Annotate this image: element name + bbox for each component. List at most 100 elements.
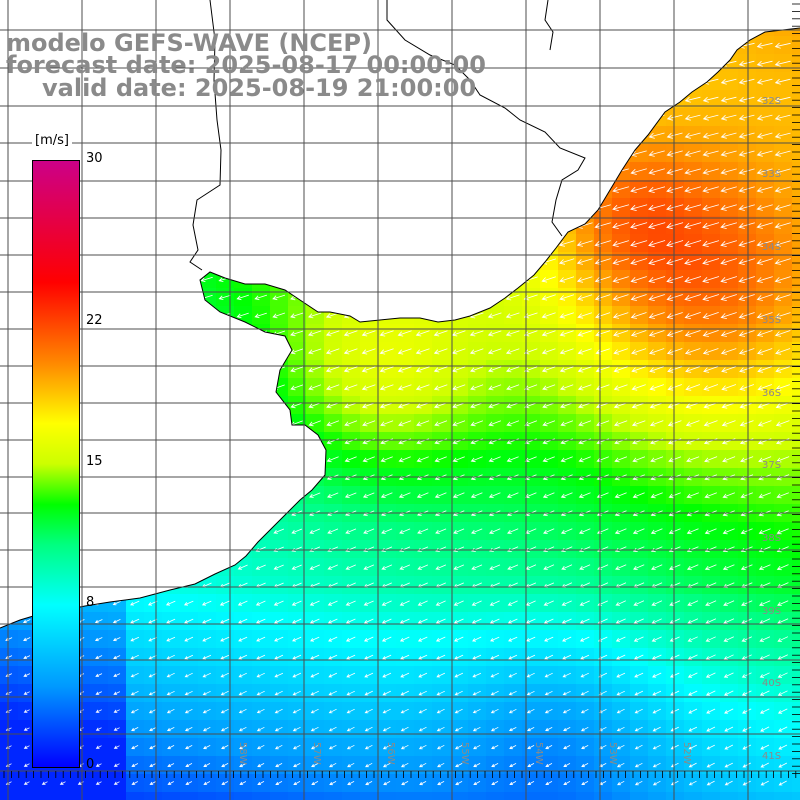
speed-cell — [648, 28, 667, 37]
wind-arrow — [221, 745, 229, 750]
wind-arrow — [738, 168, 755, 175]
wind-arrow — [451, 258, 466, 265]
wind-arrow — [167, 781, 174, 785]
wind-arrow — [254, 366, 267, 373]
wind-arrow — [146, 222, 159, 228]
wind-arrow — [346, 672, 356, 678]
speed-cell — [414, 180, 433, 199]
speed-cell — [18, 792, 37, 800]
wind-arrow — [379, 186, 394, 193]
speed-cell — [486, 126, 505, 145]
speed-cell — [126, 576, 145, 595]
speed-cell — [378, 162, 397, 181]
speed-cell — [108, 306, 127, 325]
speed-cell — [144, 108, 163, 127]
wind-arrow — [290, 276, 304, 283]
wind-arrow — [253, 150, 268, 157]
wind-arrow — [722, 492, 735, 499]
wind-arrow — [560, 492, 573, 499]
latitude-label: 37S — [762, 460, 781, 471]
wind-arrow — [253, 168, 268, 175]
speed-cell — [324, 144, 343, 163]
speed-cell — [360, 180, 379, 199]
speed-cell — [144, 216, 163, 235]
wind-arrow — [562, 672, 571, 678]
wind-arrow — [472, 672, 482, 678]
speed-cell — [378, 306, 397, 325]
speed-cell — [414, 288, 433, 307]
wind-arrow — [255, 618, 266, 624]
wind-arrow — [738, 28, 755, 31]
wind-arrow — [756, 258, 773, 265]
wind-arrow — [75, 7, 88, 11]
wind-arrow — [200, 402, 213, 408]
speed-cell — [144, 558, 163, 577]
wind-arrow — [720, 330, 737, 337]
wind-arrow — [237, 600, 248, 606]
wind-arrow — [435, 618, 446, 624]
wind-arrow — [594, 240, 611, 247]
wind-arrow — [113, 727, 120, 731]
wind-arrow — [130, 690, 139, 696]
speed-cell — [162, 306, 181, 325]
speed-cell — [324, 198, 343, 217]
wind-arrow — [451, 276, 466, 283]
wind-arrow — [3, 384, 15, 390]
wind-arrow — [218, 294, 231, 300]
wind-arrow — [254, 384, 267, 391]
wind-arrow — [595, 312, 611, 319]
wind-arrow — [702, 276, 720, 283]
speed-cell — [198, 414, 217, 433]
speed-cell — [108, 126, 127, 145]
wind-arrow — [418, 672, 428, 678]
speed-cell — [450, 792, 469, 800]
wind-arrow — [326, 384, 340, 391]
wind-arrow — [776, 564, 789, 571]
wind-arrow — [756, 78, 773, 85]
wind-arrow — [594, 132, 611, 139]
wind-arrow — [219, 456, 231, 462]
speed-cell — [414, 126, 433, 145]
wind-arrow — [253, 115, 268, 121]
speed-cell — [126, 234, 145, 253]
wind-arrow — [630, 114, 647, 121]
speed-cell — [540, 216, 559, 235]
wind-arrow — [507, 600, 518, 606]
wind-arrow — [2, 187, 15, 192]
speed-cell — [576, 108, 595, 127]
wind-arrow — [290, 7, 304, 12]
wind-arrow — [630, 204, 648, 211]
wind-arrow — [558, 258, 575, 265]
wind-arrow — [311, 781, 319, 785]
speed-cell — [180, 396, 199, 415]
wind-arrow — [41, 781, 48, 785]
wind-arrow — [202, 726, 211, 732]
wind-arrow — [380, 456, 393, 463]
wind-arrow — [686, 528, 699, 535]
wind-arrow — [774, 114, 791, 121]
wind-arrow — [487, 114, 502, 121]
wind-arrow — [220, 708, 229, 714]
speed-cell — [432, 144, 451, 163]
speed-cell — [504, 0, 523, 19]
wind-arrow — [272, 312, 286, 319]
wind-arrow — [20, 276, 33, 282]
speed-cell — [180, 558, 199, 577]
wind-arrow — [490, 708, 499, 714]
speed-cell — [792, 144, 800, 163]
speed-cell — [126, 558, 145, 577]
wind-arrow — [723, 600, 735, 606]
speed-cell — [18, 0, 37, 19]
wind-arrow — [630, 78, 647, 85]
wind-arrow — [544, 690, 553, 696]
wind-arrow — [436, 726, 445, 732]
wind-arrow — [702, 348, 719, 355]
wind-arrow — [397, 240, 412, 247]
wind-arrow — [185, 763, 193, 767]
wind-arrow — [451, 186, 466, 193]
speed-cell — [180, 450, 199, 469]
wind-arrow — [612, 294, 629, 301]
wind-arrow — [595, 330, 611, 337]
wind-arrow — [527, 763, 535, 767]
wind-arrow — [562, 690, 571, 696]
